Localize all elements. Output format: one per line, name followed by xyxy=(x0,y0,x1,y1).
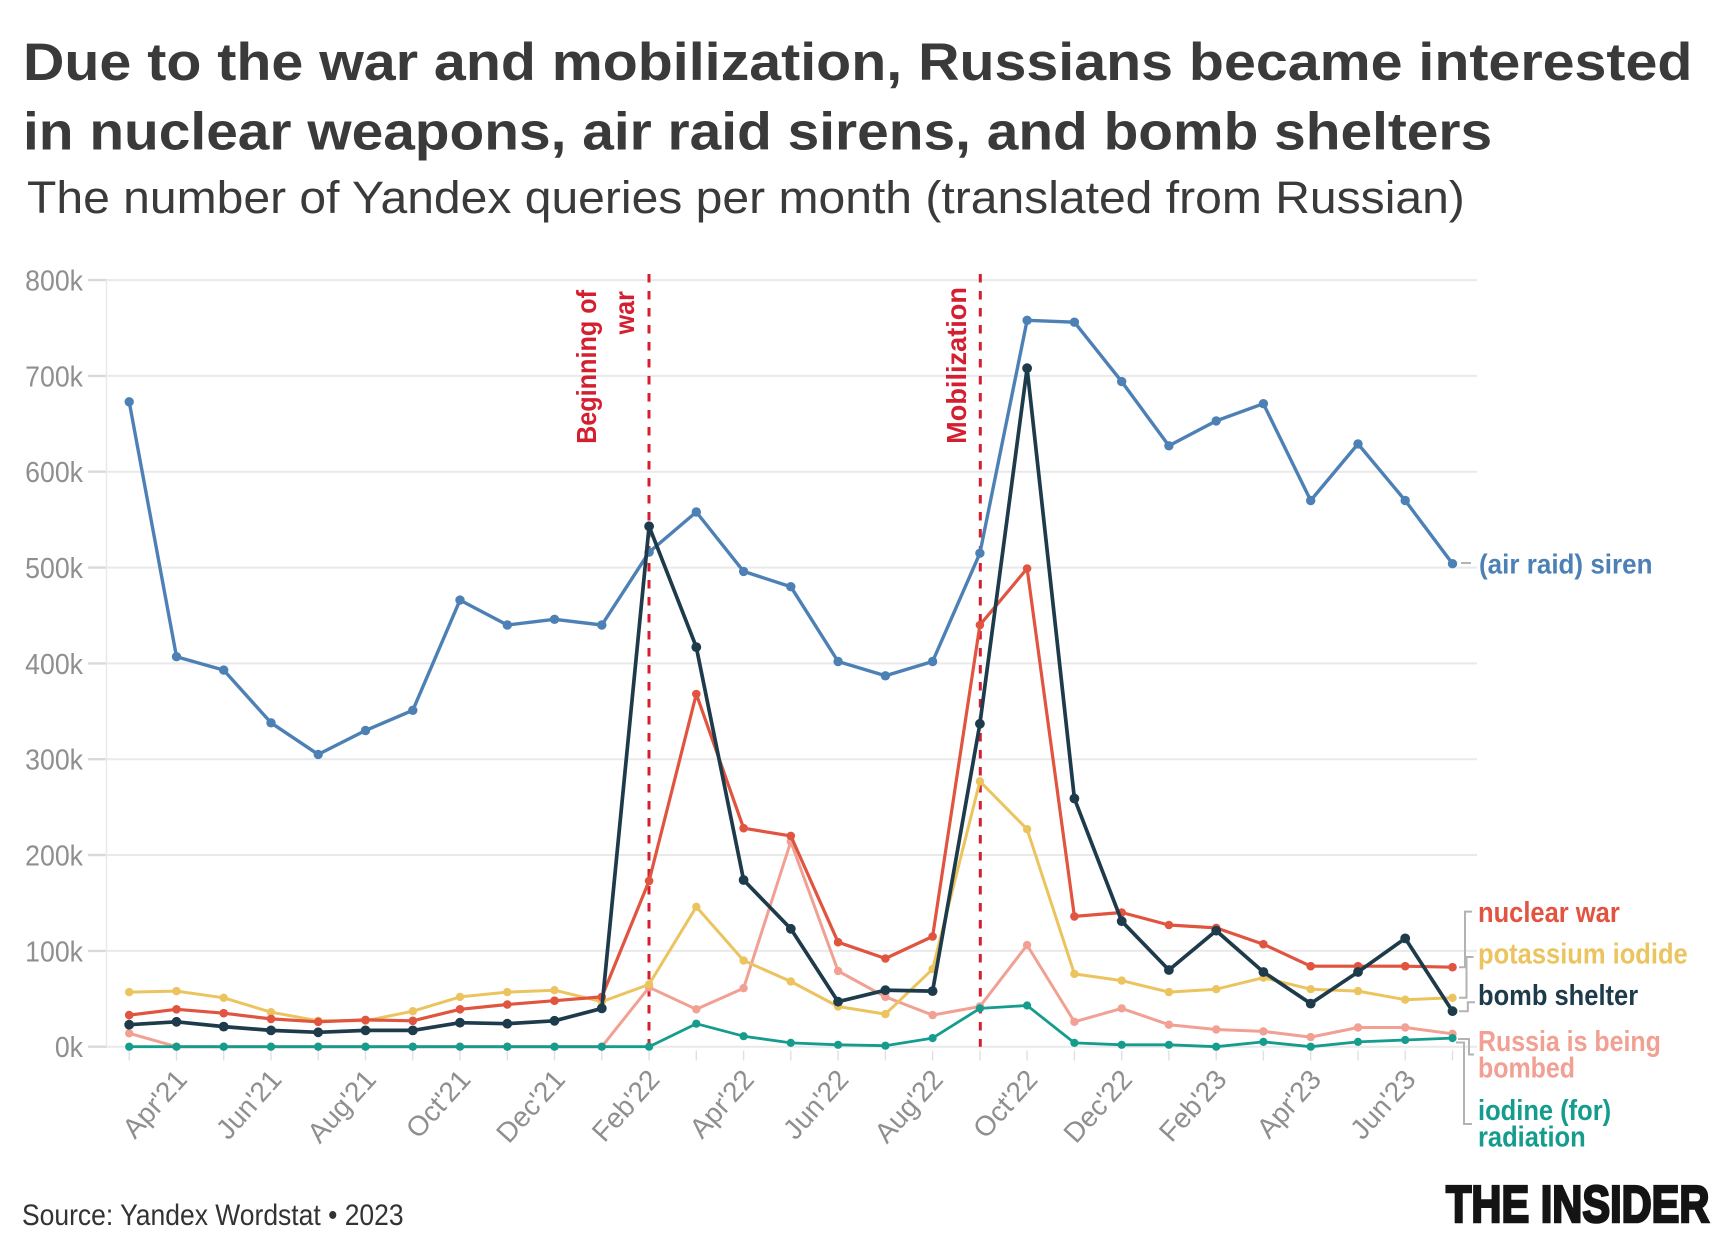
svg-text:bomb shelter: bomb shelter xyxy=(1478,978,1638,1011)
svg-text:100k: 100k xyxy=(25,935,83,967)
svg-text:bombed: bombed xyxy=(1478,1052,1575,1084)
svg-text:600k: 600k xyxy=(25,456,83,488)
svg-text:200k: 200k xyxy=(25,839,83,871)
svg-text:Source: Yandex Wordstat • 2023: Source: Yandex Wordstat • 2023 xyxy=(22,1197,404,1231)
svg-text:THE INSIDER: THE INSIDER xyxy=(1446,1175,1709,1234)
svg-text:in nuclear weapons, air raid s: in nuclear weapons, air raid sirens, and… xyxy=(23,101,1492,161)
svg-text:(air raid) siren: (air raid) siren xyxy=(1479,549,1653,580)
svg-text:500k: 500k xyxy=(25,552,83,584)
svg-text:radiation: radiation xyxy=(1478,1120,1586,1153)
svg-text:war: war xyxy=(609,291,641,335)
svg-text:800k: 800k xyxy=(25,265,83,297)
svg-text:potassium iodide: potassium iodide xyxy=(1478,937,1688,970)
svg-text:700k: 700k xyxy=(25,360,83,392)
svg-text:nuclear war: nuclear war xyxy=(1478,895,1620,928)
svg-text:Due to the war and mobilizatio: Due to the war and mobilization, Russian… xyxy=(23,32,1692,92)
svg-text:The number of Yandex queries p: The number of Yandex queries per month (… xyxy=(27,172,1465,222)
svg-text:0k: 0k xyxy=(55,1031,83,1063)
svg-text:Beginning of: Beginning of xyxy=(571,290,603,444)
svg-text:iodine (for): iodine (for) xyxy=(1478,1093,1611,1126)
svg-text:400k: 400k xyxy=(25,648,83,680)
svg-text:Mobilization: Mobilization xyxy=(941,287,972,444)
svg-text:300k: 300k xyxy=(25,744,83,776)
svg-text:Russia is being: Russia is being xyxy=(1478,1025,1661,1057)
